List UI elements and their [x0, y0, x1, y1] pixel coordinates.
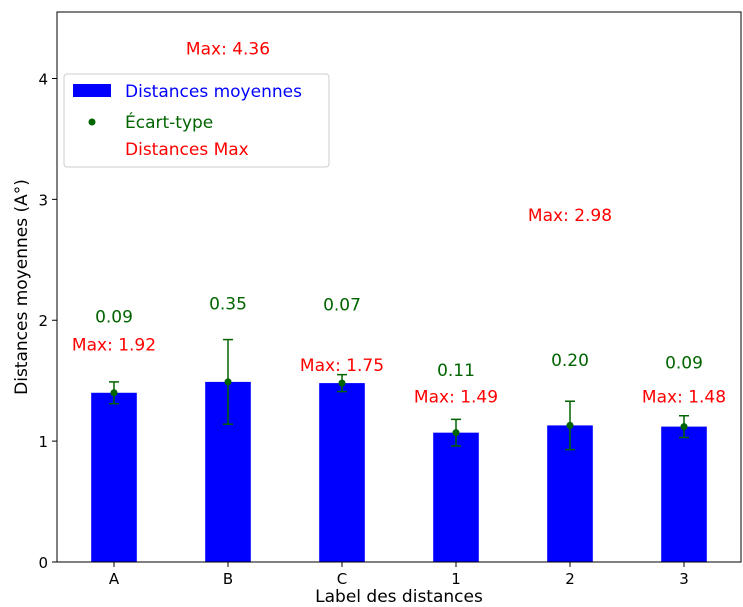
std-labels-group: 0.09 0.35 0.07 0.11 0.20 0.09	[95, 294, 703, 380]
std-label: 0.07	[323, 296, 361, 316]
bar	[433, 432, 479, 562]
legend-label-std: Écart-type	[125, 111, 213, 133]
std-label: 0.11	[437, 361, 475, 381]
max-label: Max: 2.98	[528, 206, 612, 226]
bar	[319, 383, 365, 562]
x-axis-label: Label des distances	[315, 587, 483, 607]
legend-label-max: Distances Max	[125, 140, 249, 160]
x-tick-label: B	[223, 570, 233, 588]
legend-box	[63, 73, 330, 168]
max-labels-group: Max: 1.92 Max: 4.36 Max: 1.75 Max: 1.49 Max:…	[72, 39, 726, 407]
std-label: 0.35	[209, 294, 247, 314]
x-tick-label: A	[109, 570, 120, 588]
mean-point	[452, 429, 460, 437]
y-axis: 0 1 2 3 4	[38, 70, 57, 572]
x-tick-label: C	[337, 570, 347, 588]
mean-point	[110, 389, 118, 397]
legend: Distances moyennes Écart-type Distances …	[63, 73, 330, 168]
y-tick-label: 4	[38, 70, 48, 88]
y-tick-label: 0	[38, 554, 48, 572]
y-tick-label: 3	[38, 191, 48, 209]
x-tick-label: 1	[451, 570, 461, 588]
mean-point	[338, 379, 346, 387]
max-label: Max: 1.75	[300, 356, 384, 376]
legend-swatch-bar	[73, 84, 111, 97]
x-tick-label: 3	[679, 570, 689, 588]
y-axis-label: Distances moyennes (A°)	[12, 179, 32, 395]
std-label: 0.20	[551, 351, 589, 371]
max-label: Max: 1.92	[72, 335, 156, 355]
errorbars-group	[109, 338, 689, 451]
x-axis: A B C 1 2 3	[109, 562, 689, 588]
mean-point	[224, 378, 232, 386]
max-label: Max: 1.48	[642, 387, 726, 407]
std-label: 0.09	[95, 308, 133, 328]
y-tick-label: 1	[38, 433, 48, 451]
y-tick-label: 2	[38, 312, 48, 330]
legend-label-mean: Distances moyennes	[125, 82, 302, 102]
max-label: Max: 4.36	[186, 39, 270, 59]
bars-group	[91, 381, 707, 562]
mean-point	[680, 423, 688, 431]
bar	[91, 392, 137, 562]
mean-point	[566, 421, 574, 429]
x-tick-label: 2	[565, 570, 575, 588]
legend-swatch-dot	[88, 118, 96, 126]
max-label: Max: 1.49	[414, 387, 498, 407]
std-label: 0.09	[665, 354, 703, 374]
plot-frame	[56, 11, 742, 563]
bar	[661, 426, 707, 562]
